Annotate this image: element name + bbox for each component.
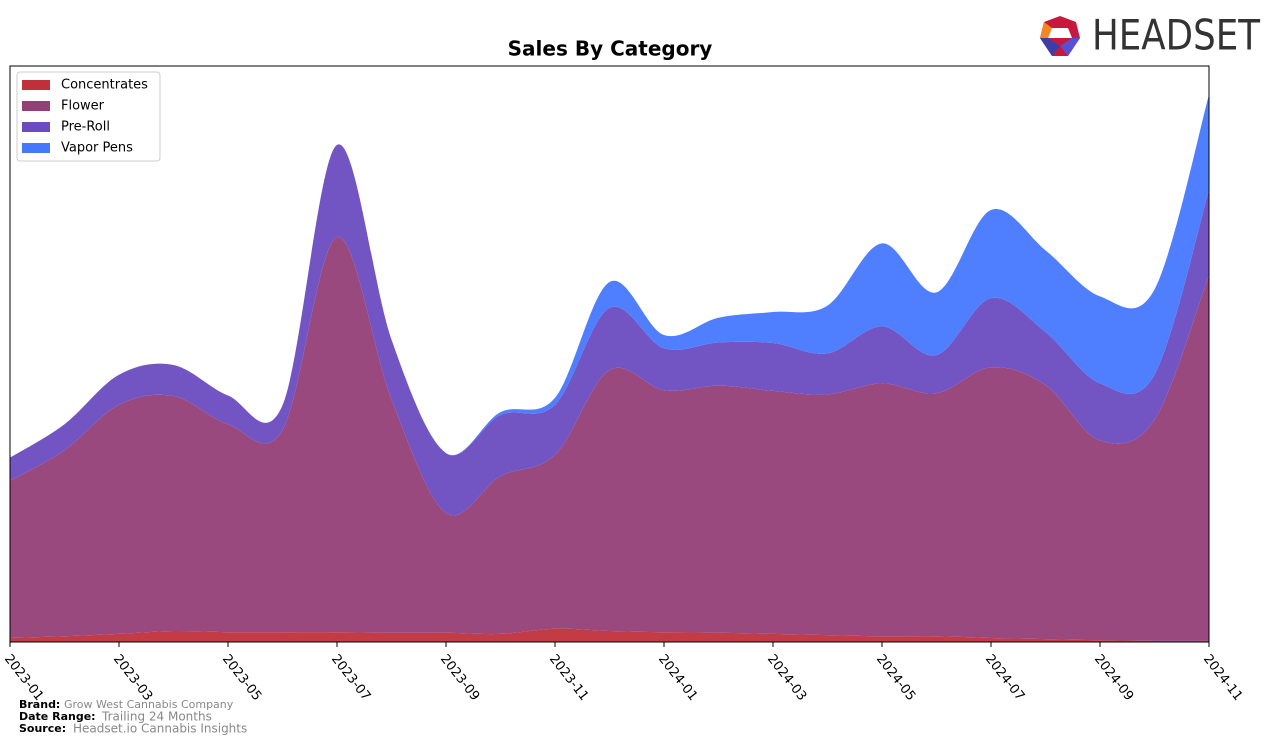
logo-text: HEADSET [1092, 11, 1260, 60]
area [10, 94, 1209, 458]
x-tick-label: 2023-07 [328, 652, 373, 704]
logo: HEADSET [1040, 11, 1260, 60]
footer-key: Date Range: [19, 710, 96, 723]
x-tick-label: 2023-11 [546, 652, 591, 704]
legend-label: Concentrates [61, 78, 148, 93]
x-tick-label: 2024-09 [1091, 652, 1136, 704]
legend-swatch [22, 80, 50, 90]
area [10, 236, 1209, 641]
x-tick-label: 2024-07 [982, 652, 1027, 704]
footer-value: Headset.io Cannabis Insights [73, 722, 247, 736]
x-tick-label: 2024-03 [764, 652, 809, 704]
legend-label: Vapor Pens [61, 141, 133, 156]
logo-icon [1048, 28, 1072, 38]
x-tick-label: 2023-05 [219, 652, 264, 704]
legend-box [16, 71, 161, 162]
footer-value: Grow West Cannabis Company [64, 698, 234, 711]
x-tick-label: 2023-09 [437, 652, 482, 704]
legend-swatch [22, 101, 50, 111]
logo-icon [1060, 38, 1080, 56]
x-tick-label: 2024-11 [1200, 652, 1245, 704]
logo-icon [1040, 22, 1052, 38]
area [10, 628, 1209, 642]
legend: Concentrates Flower Pre-Roll Vapor Pens [16, 71, 161, 162]
logo-icon [1040, 38, 1060, 56]
area [10, 144, 1209, 516]
plot-frame [9, 65, 1210, 643]
plot [10, 94, 1209, 642]
footer: Brand: Grow West Cannabis Company Date R… [19, 698, 247, 736]
chart-title: Sales By Category [508, 37, 713, 61]
x-tick-label: 2023-03 [110, 652, 155, 704]
legend-swatch [22, 122, 50, 132]
x-tick-label: 2024-01 [655, 652, 700, 704]
footer-key: Brand: [19, 698, 60, 711]
legend-swatch [22, 143, 50, 153]
x-tick-label: 2023-01 [1, 652, 46, 704]
x-tick-label: 2024-05 [873, 652, 918, 704]
legend-label: Pre-Roll [61, 120, 110, 135]
footer-key: Source: [19, 722, 66, 735]
footer-value: Trailing 24 Months [101, 710, 212, 724]
legend-label: Flower [61, 99, 105, 114]
